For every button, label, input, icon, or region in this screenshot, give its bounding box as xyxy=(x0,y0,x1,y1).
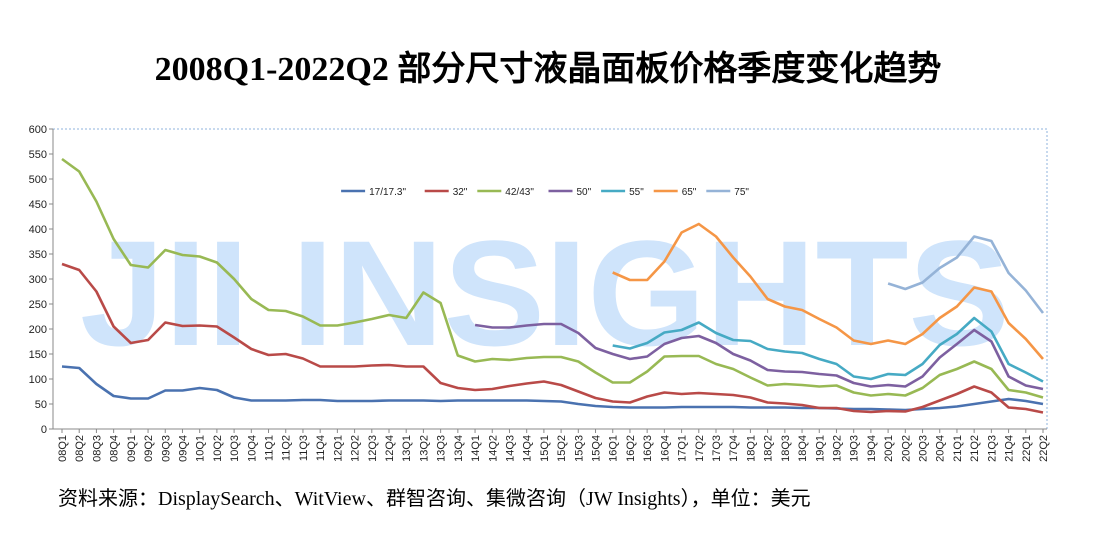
x-tick-label: 14Q2 xyxy=(487,435,499,462)
x-tick-label: 14Q1 xyxy=(470,435,482,462)
x-tick-label: 08Q3 xyxy=(91,435,103,462)
x-tick-label: 10Q4 xyxy=(246,435,258,462)
x-tick-label: 12Q1 xyxy=(332,435,344,462)
series-line xyxy=(61,365,1044,412)
x-tick-label: 19Q4 xyxy=(866,435,878,462)
x-tick-label: 20Q4 xyxy=(935,435,947,462)
x-tick-label: 21Q4 xyxy=(1004,435,1016,462)
x-tick-label: 20Q1 xyxy=(883,435,895,462)
y-tick-label: 150 xyxy=(29,349,47,361)
x-tick-label: 20Q3 xyxy=(918,435,930,462)
x-tick-label: 22Q1 xyxy=(1021,435,1033,462)
y-tick-label: 100 xyxy=(29,374,47,386)
x-tick-label: 17Q3 xyxy=(711,435,723,462)
x-tick-label: 12Q3 xyxy=(367,435,379,462)
x-tick-label: 19Q1 xyxy=(814,435,826,462)
y-tick-label: 200 xyxy=(29,324,47,336)
x-tick-label: 13Q3 xyxy=(436,435,448,462)
x-tick-label: 13Q2 xyxy=(418,435,430,462)
legend-label: 32" xyxy=(453,187,468,198)
x-tick-label: 10Q3 xyxy=(229,435,241,462)
y-tick-label: 0 xyxy=(41,424,47,436)
x-tick-label: 13Q4 xyxy=(453,435,465,462)
x-tick-label: 09Q1 xyxy=(126,435,138,462)
legend-label: 75" xyxy=(734,187,749,198)
x-tick-label: 16Q1 xyxy=(608,435,620,462)
y-tick-label: 350 xyxy=(29,249,47,261)
y-tick-label: 600 xyxy=(29,124,47,136)
x-tick-label: 08Q2 xyxy=(74,435,86,462)
x-tick-label: 15Q1 xyxy=(539,435,551,462)
x-tick-label: 16Q3 xyxy=(642,435,654,462)
x-tick-label: 16Q2 xyxy=(625,435,637,462)
y-tick-label: 50 xyxy=(35,399,47,411)
legend-label: 17/17.3" xyxy=(369,187,406,198)
x-tick-label: 10Q1 xyxy=(195,435,207,462)
series-line xyxy=(61,262,1044,414)
x-tick-label: 15Q3 xyxy=(573,435,585,462)
series-line xyxy=(887,235,1045,314)
watermark: JII INSIGHTS xyxy=(80,209,1010,377)
x-tick-label: 14Q3 xyxy=(504,435,516,462)
x-tick-label: 18Q3 xyxy=(780,435,792,462)
legend-label: 65" xyxy=(682,187,697,198)
y-tick-label: 300 xyxy=(29,274,47,286)
x-tick-label: 08Q4 xyxy=(109,435,121,462)
x-tick-label: 11Q2 xyxy=(281,435,293,461)
x-tick-label: 09Q2 xyxy=(143,435,155,462)
x-tick-label: 09Q3 xyxy=(160,435,172,462)
series-line xyxy=(612,316,1044,383)
x-tick-label: 19Q2 xyxy=(831,435,843,462)
series-line xyxy=(474,322,1044,391)
x-tick-label: 09Q4 xyxy=(177,435,189,462)
y-tick-label: 550 xyxy=(29,149,47,161)
y-tick-label: 450 xyxy=(29,199,47,211)
x-tick-label: 13Q1 xyxy=(401,435,413,462)
x-tick-label: 08Q1 xyxy=(57,435,69,462)
x-tick-label: 11Q3 xyxy=(298,435,310,461)
x-tick-label: 14Q4 xyxy=(522,435,534,462)
x-tick-label: 10Q2 xyxy=(212,435,224,462)
legend-label: 55" xyxy=(629,187,644,198)
x-tick-label: 17Q1 xyxy=(677,435,689,462)
x-tick-label: 18Q4 xyxy=(797,435,809,462)
x-tick-label: 17Q2 xyxy=(694,435,706,462)
x-tick-label: 22Q2 xyxy=(1038,435,1050,462)
x-tick-label: 15Q4 xyxy=(591,435,603,462)
x-tick-label: 18Q1 xyxy=(745,435,757,462)
legend-label: 42/43" xyxy=(505,187,534,198)
x-tick-label: 19Q3 xyxy=(849,435,861,462)
x-tick-label: 11Q1 xyxy=(264,435,276,461)
x-tick-label: 21Q3 xyxy=(986,435,998,462)
x-tick-label: 21Q2 xyxy=(969,435,981,462)
y-tick-label: 500 xyxy=(29,174,47,186)
x-tick-label: 17Q4 xyxy=(728,435,740,462)
x-tick-label: 15Q2 xyxy=(556,435,568,462)
series-line xyxy=(612,222,1044,360)
x-tick-label: 11Q4 xyxy=(315,435,327,461)
x-tick-label: 12Q4 xyxy=(384,435,396,462)
x-tick-label: 18Q2 xyxy=(763,435,775,462)
chart-title: 2008Q1-2022Q2 部分尺寸液晶面板价格季度变化趋势 xyxy=(155,50,942,88)
x-tick-label: 16Q4 xyxy=(659,435,671,462)
series-line xyxy=(61,157,1044,399)
y-tick-label: 400 xyxy=(29,224,47,236)
source-note: 资料来源：DisplaySearch、WitView、群智咨询、集微咨询（JW … xyxy=(58,487,811,510)
x-tick-label: 21Q1 xyxy=(952,435,964,462)
x-tick-label: 20Q2 xyxy=(900,435,912,462)
legend-label: 50" xyxy=(577,187,592,198)
x-tick-label: 12Q2 xyxy=(350,435,362,462)
y-tick-label: 250 xyxy=(29,299,47,311)
